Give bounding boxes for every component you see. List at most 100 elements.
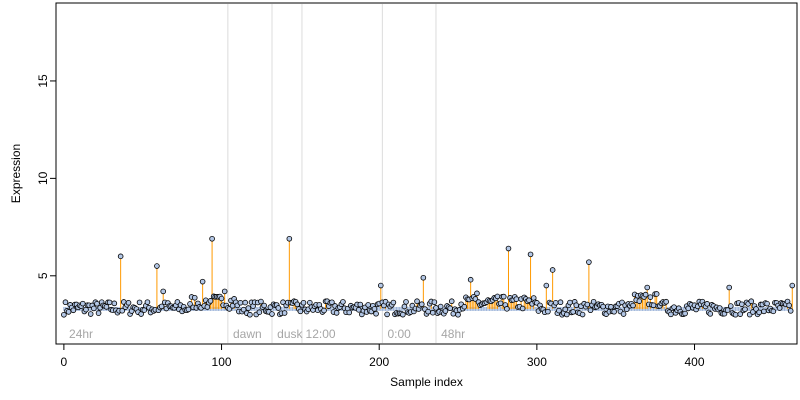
data-point <box>562 306 569 313</box>
data-point <box>567 299 573 306</box>
data-point <box>346 309 353 316</box>
time-annotation: 12:00 <box>306 327 336 341</box>
data-point <box>433 305 439 311</box>
x-axis-title: Sample index <box>390 375 463 389</box>
data-point <box>207 298 214 304</box>
time-annotation: 24hr <box>69 327 93 341</box>
data-point <box>340 299 346 305</box>
data-point <box>87 311 94 317</box>
data-point <box>704 301 710 307</box>
time-annotation: 0:00 <box>388 327 412 341</box>
data-point <box>191 294 198 301</box>
data-point <box>247 311 253 318</box>
data-point <box>390 299 397 306</box>
data-point <box>300 299 307 306</box>
data-point <box>158 303 165 310</box>
data-point <box>297 308 304 315</box>
data-point <box>261 302 267 309</box>
data-point <box>770 308 777 315</box>
data-point <box>240 306 247 313</box>
data-point <box>357 301 364 308</box>
data-point <box>663 298 669 305</box>
data-point <box>789 282 796 289</box>
data-point <box>500 293 507 300</box>
data-point <box>329 299 335 306</box>
data-point <box>355 307 362 313</box>
data-point <box>111 300 118 307</box>
time-annotation: dusk <box>277 327 303 341</box>
x-tick-label: 0 <box>61 355 68 369</box>
data-point <box>62 299 69 306</box>
y-tick-label: 10 <box>36 171 50 185</box>
data-point <box>420 274 427 281</box>
data-point <box>333 310 340 316</box>
data-point <box>545 308 551 315</box>
y-axis-title: Expression <box>9 144 23 203</box>
data-point <box>761 308 767 315</box>
data-point <box>620 311 627 317</box>
data-point <box>505 245 512 252</box>
data-point <box>221 288 228 295</box>
x-tick-label: 200 <box>369 355 389 369</box>
data-point <box>786 302 792 309</box>
data-point <box>425 308 431 315</box>
y-tick-label: 5 <box>36 272 50 279</box>
data-point <box>275 305 282 311</box>
data-points <box>61 235 796 318</box>
data-point <box>80 300 86 307</box>
axes: 0 100 200 300 400 5 10 15 <box>36 74 705 369</box>
data-point <box>584 301 591 308</box>
data-point <box>117 253 124 260</box>
data-point <box>608 304 614 310</box>
data-point <box>497 300 504 307</box>
data-point <box>403 299 409 305</box>
data-point <box>727 303 734 309</box>
data-point <box>636 298 643 304</box>
data-point <box>726 284 733 291</box>
data-point <box>557 299 564 306</box>
time-annotations: 24hr dawn dusk 12:00 0:00 48hr <box>69 327 465 341</box>
data-point <box>154 263 160 269</box>
data-point <box>258 298 264 305</box>
data-point <box>668 311 674 318</box>
data-point <box>65 309 72 315</box>
data-point <box>716 305 723 311</box>
data-point <box>776 305 783 311</box>
data-point <box>61 311 67 318</box>
data-point <box>94 300 100 307</box>
data-point <box>647 294 654 300</box>
plot-frame <box>55 2 798 345</box>
data-point <box>199 278 206 285</box>
data-point <box>119 307 126 314</box>
data-point <box>579 311 586 318</box>
data-point <box>136 299 143 306</box>
time-annotation: dawn <box>233 327 262 341</box>
data-point <box>682 310 688 317</box>
data-point <box>70 307 77 314</box>
data-point <box>526 297 532 303</box>
data-point <box>564 311 570 318</box>
data-point <box>281 310 288 316</box>
data-point <box>401 303 408 310</box>
data-point <box>209 235 215 242</box>
data-point <box>494 293 501 300</box>
data-point <box>384 311 390 318</box>
data-point <box>787 308 794 314</box>
data-point <box>160 288 167 295</box>
data-point <box>611 308 617 315</box>
data-point <box>756 309 762 316</box>
data-point <box>504 306 510 312</box>
data-point <box>103 304 110 310</box>
data-point <box>321 307 327 314</box>
data-point <box>590 298 597 305</box>
data-point <box>653 291 660 297</box>
data-point <box>570 309 576 315</box>
data-point <box>461 303 468 310</box>
data-point <box>600 303 606 310</box>
x-tick-label: 400 <box>685 355 705 369</box>
data-point <box>442 308 449 314</box>
data-point <box>218 295 225 302</box>
x-tick-label: 100 <box>212 355 232 369</box>
data-point <box>430 309 436 316</box>
data-point <box>764 300 770 307</box>
